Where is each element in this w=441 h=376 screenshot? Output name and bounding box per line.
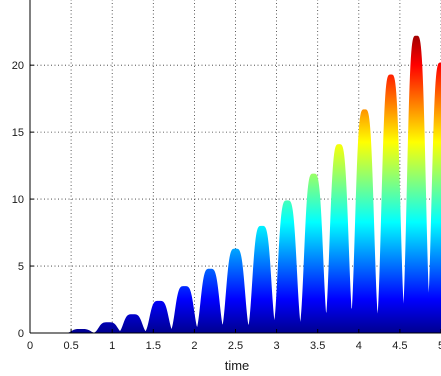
x-axis-label: time: [225, 358, 250, 373]
x-tick-label: 1.5: [146, 340, 161, 352]
x-tick-label: 3.5: [310, 340, 325, 352]
axes: [29, 0, 441, 334]
y-tick-labels: 0 5 10 15 20: [12, 60, 24, 340]
x-tick-label: 1: [109, 340, 115, 352]
y-tick-label: 15: [12, 127, 24, 139]
x-tick-label: 0: [27, 340, 33, 352]
x-tick-label: 5: [438, 340, 441, 352]
grid: [30, 0, 441, 333]
x-tick-label: 0.5: [63, 340, 78, 352]
y-tick-label: 0: [18, 328, 24, 340]
x-tick-label: 2.5: [228, 340, 243, 352]
x-tick-label: 3: [274, 340, 280, 352]
y-tick-label: 5: [18, 261, 24, 273]
x-tick-label: 4.5: [392, 340, 407, 352]
x-tick-labels: 0 0.5 1 1.5 2 2.5 3 3.5 4 4.5 5: [27, 340, 441, 352]
series-area-fill: [30, 35, 441, 334]
series-area: [30, 35, 441, 334]
x-tick-label: 4: [356, 340, 362, 352]
y-tick-label: 20: [12, 60, 24, 72]
x-tick-label: 2: [191, 340, 197, 352]
y-tick-label: 10: [12, 194, 24, 206]
